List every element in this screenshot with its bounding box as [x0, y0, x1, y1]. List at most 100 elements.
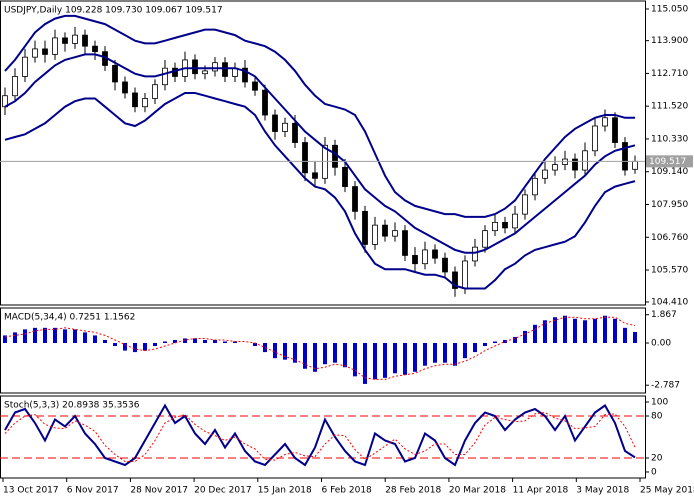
histogram-bar	[203, 339, 207, 343]
candle-body	[112, 65, 118, 83]
candle-body	[382, 224, 388, 237]
histogram-bar	[313, 343, 317, 372]
histogram-bar	[393, 343, 397, 374]
x-tick-label: 13 Oct 2017	[3, 486, 59, 496]
histogram-bar	[273, 343, 277, 359]
histogram-bar	[533, 324, 537, 343]
candle-body	[422, 249, 428, 265]
histogram-bar	[543, 320, 547, 343]
candle-body	[502, 221, 508, 229]
candle-body	[492, 221, 498, 232]
histogram-bar	[513, 336, 517, 343]
x-tick-label: 6 Feb 2018	[322, 486, 373, 496]
histogram-bar	[423, 343, 427, 366]
candle-body	[2, 95, 8, 108]
histogram-bar	[343, 343, 347, 368]
candle-body	[152, 84, 158, 99]
candle-body	[482, 230, 488, 248]
candle-body	[42, 48, 48, 55]
x-tick-label: 15 Jan 2018	[258, 486, 312, 496]
histogram-bar	[173, 339, 177, 343]
candle-body	[452, 271, 458, 289]
histogram-bar	[563, 315, 567, 343]
x-tick-label: 6 Nov 2017	[67, 486, 119, 496]
histogram-bar	[3, 335, 7, 343]
candle-body	[442, 257, 448, 273]
x-tick-label: 11 Apr 2018	[513, 486, 569, 496]
x-tick-label: 28 Nov 2017	[130, 486, 188, 496]
candle-body	[132, 92, 138, 108]
y-tick-label: 115.050	[651, 4, 688, 14]
candle-body	[632, 160, 638, 170]
histogram-bar	[193, 338, 197, 343]
histogram-bar	[503, 339, 507, 343]
panel-title: Stoch(5,3,3) 20.8938 35.3536	[4, 401, 140, 411]
candle-body	[252, 81, 258, 91]
candle-body	[522, 194, 528, 215]
y-tick-label: 106.760	[651, 233, 688, 243]
histogram-bar	[603, 315, 607, 343]
candle-body	[622, 142, 628, 171]
candle-body	[222, 62, 228, 77]
histogram-bar	[253, 343, 257, 347]
candle-body	[22, 56, 28, 77]
histogram-bar	[133, 343, 137, 353]
histogram-bar	[433, 343, 437, 363]
histogram-bar	[153, 343, 157, 347]
histogram-bar	[523, 330, 527, 343]
y-tick-label: 100	[651, 398, 668, 408]
histogram-bar	[13, 332, 17, 343]
candle-body	[122, 81, 128, 94]
histogram-bar	[633, 332, 637, 343]
candle-body	[312, 172, 318, 179]
candle-body	[272, 114, 278, 132]
histogram-bar	[383, 343, 387, 378]
histogram-bar	[613, 318, 617, 343]
y-tick-label: 80	[651, 412, 663, 422]
histogram-bar	[293, 343, 297, 363]
candle-body	[582, 150, 588, 171]
candle-body	[342, 166, 348, 187]
y-tick-label: 110.330	[651, 134, 688, 144]
histogram-bar	[113, 343, 117, 347]
y-tick-label: 1.867	[651, 310, 677, 320]
candle-body	[82, 34, 88, 47]
histogram-bar	[143, 343, 147, 351]
candle-body	[32, 48, 38, 58]
histogram-bar	[93, 335, 97, 343]
candle-body	[202, 70, 208, 75]
histogram-bar	[33, 327, 37, 343]
histogram-bar	[403, 343, 407, 375]
y-tick-label: 0.00	[651, 339, 671, 349]
candle-body	[542, 169, 548, 179]
histogram-bar	[303, 343, 307, 369]
histogram-bar	[63, 329, 67, 343]
panel-title: MACD(5,34,4) 0.7251 1.1562	[4, 313, 135, 323]
histogram-bar	[103, 339, 107, 343]
candle-body	[572, 158, 578, 171]
indicator-line	[4, 53, 636, 254]
x-tick-label: 28 Feb 2018	[385, 486, 441, 496]
histogram-bar	[373, 343, 377, 380]
candle-body	[352, 186, 358, 212]
candle-body	[52, 37, 58, 55]
histogram-bar	[183, 338, 187, 343]
y-tick-label: 109.140	[651, 167, 688, 177]
candle-body	[512, 213, 518, 229]
y-tick-label: 113.900	[651, 36, 688, 46]
histogram-bar	[453, 343, 457, 366]
histogram-bar	[263, 343, 267, 353]
candle-body	[302, 142, 308, 174]
candle-body	[212, 62, 218, 72]
y-tick-label: -2.787	[651, 381, 680, 391]
histogram-bar	[323, 343, 327, 365]
histogram-bar	[23, 329, 27, 343]
histogram-bar	[163, 341, 167, 343]
histogram-bar	[233, 341, 237, 343]
candle-body	[552, 164, 558, 171]
x-tick-label: 20 Dec 2017	[194, 486, 252, 496]
candle-body	[282, 122, 288, 132]
candle-body	[412, 255, 418, 265]
histogram-bar	[583, 320, 587, 343]
